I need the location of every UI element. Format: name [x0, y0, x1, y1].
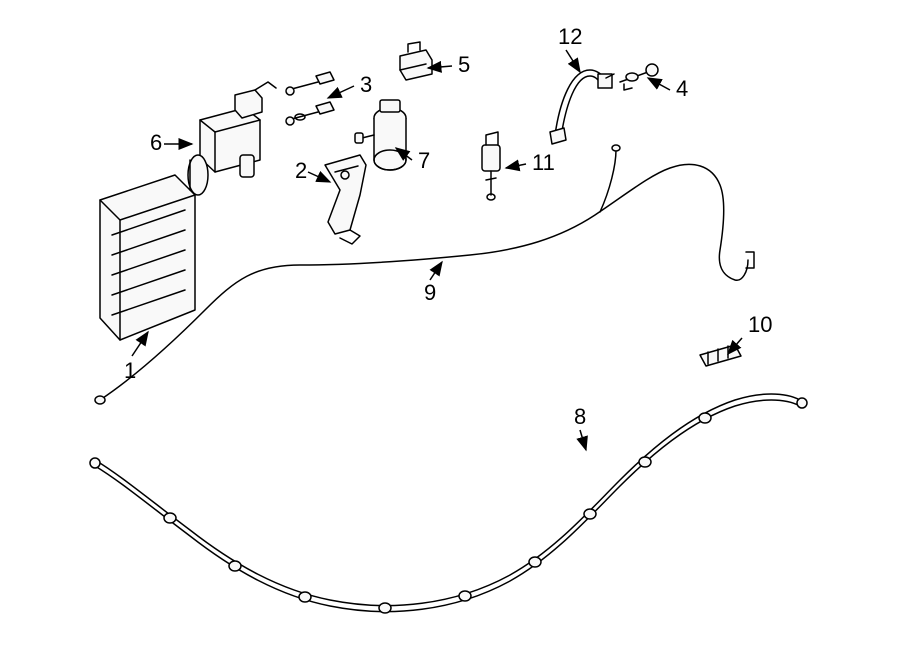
part-short-hose	[550, 70, 614, 144]
callout-label-4: 4	[676, 76, 688, 101]
part-bolt-set	[286, 72, 334, 125]
callout-arrow-8	[580, 430, 586, 450]
part-lower-fuel-line	[90, 394, 807, 613]
part-pressure-sensor	[482, 132, 500, 200]
callout-label-6: 6	[150, 130, 162, 155]
callout-arrow-9	[430, 262, 442, 280]
callout-arrow-1	[132, 332, 148, 356]
part-clip-connector	[400, 42, 432, 80]
callout-label-3: 3	[360, 72, 372, 97]
part-canister-module	[100, 175, 195, 340]
callout-label-7: 7	[418, 148, 430, 173]
callout-label-11: 11	[532, 150, 555, 175]
part-solenoid-valve	[188, 82, 276, 195]
callout-arrow-11	[506, 164, 526, 168]
callout-arrow-2	[308, 172, 330, 182]
callout-label-1: 1	[124, 358, 136, 383]
callout-arrow-12	[566, 50, 580, 72]
callout-arrow-3	[328, 86, 354, 98]
callout-arrow-4	[648, 78, 670, 90]
callout-label-12: 12	[558, 24, 582, 49]
part-inline-filter	[700, 345, 741, 366]
part-sensor-fitting	[620, 64, 658, 90]
callout-label-10: 10	[748, 312, 772, 337]
callout-label-5: 5	[458, 52, 470, 77]
callout-label-2: 2	[295, 158, 307, 183]
callout-label-9: 9	[424, 280, 436, 305]
callout-label-8: 8	[574, 404, 586, 429]
callouts: 123456789101112	[124, 24, 772, 450]
parts-diagram: 123456789101112	[0, 0, 900, 661]
part-mounting-bracket	[325, 155, 366, 244]
